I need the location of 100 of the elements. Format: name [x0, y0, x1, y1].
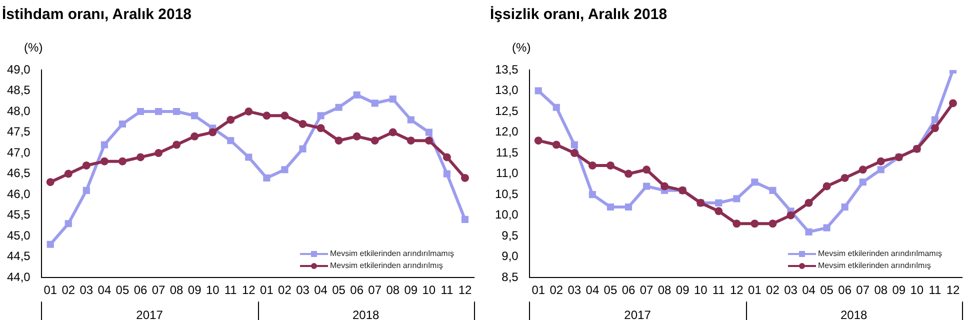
point [227, 137, 234, 144]
y-tick-label: 12,0 [494, 124, 519, 139]
point [64, 220, 72, 228]
x-tick-label: 01 [44, 283, 58, 298]
x-tick-label: 12 [242, 283, 256, 298]
point [334, 136, 343, 145]
x-tick-label: 09 [404, 283, 418, 298]
y-tick-label: 9,0 [502, 249, 519, 264]
point [606, 161, 614, 170]
point [660, 182, 669, 190]
point [588, 161, 596, 170]
x-tick-label: 05 [332, 283, 346, 298]
x-tick-label: 01 [532, 283, 546, 298]
point [425, 128, 432, 136]
point [335, 104, 342, 111]
point [715, 199, 722, 206]
point [624, 170, 633, 178]
x-tick-label: 07 [856, 283, 870, 298]
y-tick-label: 11,0 [496, 166, 519, 180]
point [461, 216, 469, 224]
x-tick-label: 05 [820, 283, 834, 298]
point [371, 100, 378, 107]
y-tick-label: 12,5 [494, 104, 519, 118]
x-tick-label: 10 [910, 283, 924, 298]
y-tick-label: 45,5 [6, 208, 31, 222]
point [859, 178, 866, 186]
y-tick-label: 49,0 [6, 62, 31, 76]
point [786, 211, 795, 220]
point [317, 112, 324, 120]
x-tick-label: 02 [550, 283, 564, 298]
x-tick-label: 03 [568, 283, 582, 298]
x-tick-label: 03 [784, 283, 798, 298]
point [299, 145, 306, 152]
point [154, 108, 162, 116]
point [136, 153, 145, 162]
legend-label: Mevsim etkilerinden arındırılmamış [818, 248, 942, 260]
x-tick-label: 07 [640, 283, 654, 298]
point [552, 104, 560, 111]
point [118, 157, 126, 166]
x-tick-label: 01 [260, 283, 274, 298]
point [244, 108, 253, 116]
point [46, 240, 54, 248]
x-tick-label: 12 [458, 283, 472, 298]
x-tick-label: 06 [622, 283, 636, 298]
point [804, 198, 813, 207]
point [262, 112, 271, 120]
x-tick-label: 07 [152, 283, 166, 298]
x-tick-label: 08 [658, 283, 672, 298]
point [100, 157, 108, 166]
x-tick-label: 04 [586, 283, 600, 298]
y-tick-label: 9,5 [502, 228, 519, 242]
point [930, 124, 939, 132]
x-tick-label: 11 [712, 283, 726, 298]
point [876, 157, 885, 166]
point [606, 203, 614, 211]
point [208, 128, 217, 136]
point [840, 174, 849, 182]
point [280, 112, 289, 120]
point [424, 136, 433, 145]
legend-label: Mevsim etkilerinden arındırılmış [818, 260, 931, 272]
x-tick-label: 05 [116, 283, 130, 298]
y-tick-label: 45,0 [6, 228, 31, 242]
point [370, 136, 379, 145]
point [100, 141, 108, 148]
point [136, 108, 144, 116]
x-tick-label: 10 [694, 283, 708, 298]
text: 2018 [352, 308, 380, 320]
point [841, 203, 848, 211]
point [190, 132, 199, 140]
point [805, 228, 812, 236]
text: 2017 [624, 308, 652, 320]
point [751, 178, 758, 186]
point [226, 116, 235, 124]
point [460, 174, 469, 182]
point [353, 91, 360, 98]
legend-label: Mevsim etkilerinden arındırılmış [330, 260, 443, 272]
point [570, 141, 578, 148]
point [46, 178, 54, 186]
point [172, 140, 181, 149]
point [82, 186, 90, 194]
point [732, 220, 741, 228]
y-tick-label: 48,5 [6, 83, 31, 98]
point [733, 195, 740, 202]
point [388, 128, 397, 136]
y-tick-label: 48,0 [6, 104, 31, 118]
point [877, 166, 884, 174]
point [823, 224, 830, 232]
y-tick-label: 10,5 [494, 186, 519, 201]
y-tick-label: 13,5 [494, 62, 519, 76]
y-axis-title: (%) [24, 40, 43, 54]
point [245, 154, 252, 161]
x-tick-label: 10 [422, 283, 436, 298]
x-tick-label: 03 [296, 283, 310, 298]
x-tick-label: 12 [946, 283, 960, 298]
point [768, 220, 777, 228]
x-tick-label: 06 [350, 283, 364, 298]
y-tick-label: 47,5 [6, 124, 31, 139]
x-tick-label: 02 [766, 283, 780, 298]
point [389, 96, 396, 103]
y-tick-label: 46,0 [6, 186, 31, 201]
